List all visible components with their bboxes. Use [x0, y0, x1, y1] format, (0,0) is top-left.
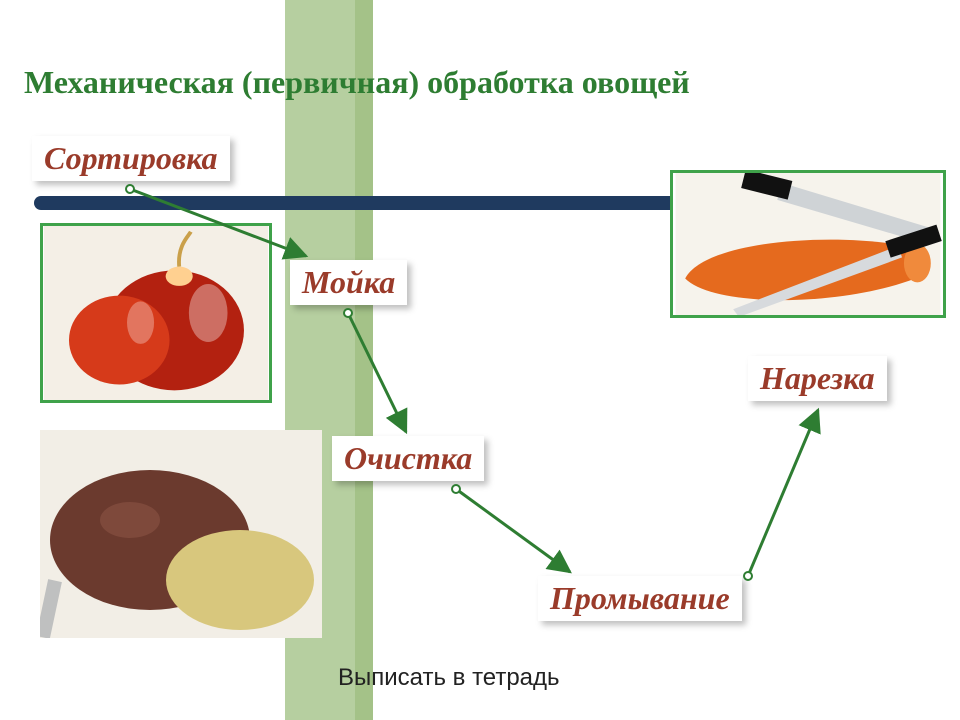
dot-sort — [125, 184, 135, 194]
label-peel: Очистка — [332, 436, 484, 481]
potatoes-illustration — [40, 430, 322, 638]
onions-illustration — [43, 226, 269, 400]
image-potatoes — [40, 430, 322, 638]
label-cut: Нарезка — [748, 356, 887, 401]
label-sort: Сортировка — [32, 136, 230, 181]
image-carrot-knife — [670, 170, 946, 318]
image-onions — [40, 223, 272, 403]
dot-rinse — [743, 571, 753, 581]
label-wash: Мойка — [290, 260, 407, 305]
label-rinse: Промывание — [538, 576, 742, 621]
dot-peel — [451, 484, 461, 494]
footer-note: Выписать в тетрадь — [338, 664, 560, 692]
carrot-illustration — [673, 173, 943, 315]
page-title: Механическая (первичная) обработка овоще… — [24, 64, 690, 101]
slide-root: Механическая (первичная) обработка овоще… — [0, 0, 960, 720]
stripe-2 — [355, 0, 373, 720]
dot-wash — [343, 308, 353, 318]
